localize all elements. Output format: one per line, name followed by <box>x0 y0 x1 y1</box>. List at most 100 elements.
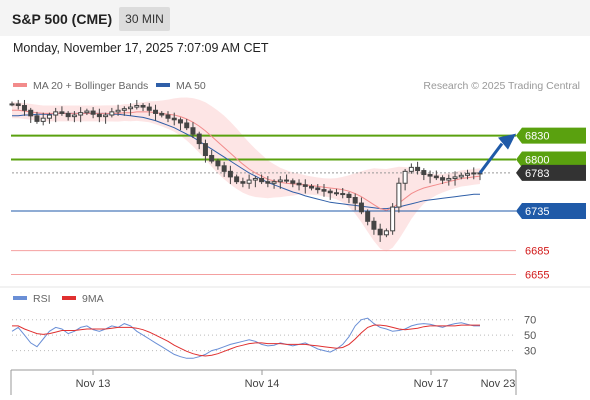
candle <box>227 165 233 185</box>
x-tick-label: Nov 14 <box>245 378 280 390</box>
level-tag-6735 <box>516 203 586 219</box>
candle-body <box>377 228 383 236</box>
candle-body <box>96 113 102 118</box>
candle <box>28 107 34 123</box>
candle <box>427 170 433 184</box>
candle-body <box>240 181 246 184</box>
candle-body <box>109 111 115 116</box>
x-tick-label: Nov 23 <box>481 378 516 390</box>
candle <box>184 119 190 131</box>
candle-body <box>452 176 458 179</box>
candle-body <box>446 177 452 181</box>
candle <box>40 112 46 126</box>
candle-body <box>196 133 202 145</box>
candle-body <box>284 179 290 182</box>
candle-body <box>277 179 283 183</box>
candle-body <box>458 174 464 178</box>
rsi-series-main <box>11 317 480 359</box>
candle-body <box>184 122 190 129</box>
ma20-label: MA 20 + Bollinger Bands <box>33 80 149 92</box>
candle-body <box>252 177 258 181</box>
candle-body <box>365 211 371 222</box>
candle <box>408 163 414 174</box>
candle-body <box>371 220 377 230</box>
candle-body <box>84 110 90 114</box>
candle <box>421 168 427 181</box>
candle-body <box>128 106 134 110</box>
candle <box>9 101 15 107</box>
candle <box>377 223 383 242</box>
candle <box>465 169 471 180</box>
legend-ma20: MA 20 + Bollinger Bands <box>13 80 148 92</box>
candle-body <box>103 114 109 118</box>
candle <box>252 176 258 188</box>
candle <box>46 112 52 124</box>
rsi-label: RSI <box>33 293 51 305</box>
candle <box>215 158 221 170</box>
candle <box>234 174 240 185</box>
candle <box>209 149 215 164</box>
rsi-tick-50: 50 <box>524 330 536 342</box>
candle-body <box>433 175 439 179</box>
candle <box>265 176 271 188</box>
candle-body <box>21 105 27 111</box>
candle <box>140 103 146 112</box>
candle <box>177 117 183 131</box>
candle-body <box>190 127 196 135</box>
candles <box>9 99 483 242</box>
candle-body <box>408 166 414 172</box>
candle <box>84 108 90 116</box>
ma20-swatch <box>13 83 27 88</box>
candle-body <box>9 103 15 106</box>
candle-body <box>396 182 402 208</box>
candle-body <box>321 189 327 192</box>
candle <box>440 175 446 185</box>
level-label-6655: 6655 <box>525 269 549 281</box>
candle <box>452 171 458 186</box>
timeframe-badge[interactable]: 30 MIN <box>119 7 170 31</box>
candle-body <box>465 173 471 176</box>
header-bar: S&P 500 (CME) 30 MIN <box>0 0 590 36</box>
candle-body <box>59 111 65 114</box>
candle-body <box>177 119 183 124</box>
candle-body <box>134 105 140 108</box>
candle-body <box>296 182 302 186</box>
level-label-6783: 6783 <box>516 164 586 181</box>
level-tag-6783 <box>516 164 586 181</box>
candle <box>53 107 59 123</box>
candle-body <box>215 160 221 167</box>
candle-body <box>346 193 352 199</box>
rsi-ma-label: 9MA <box>82 293 104 305</box>
level-label-6735: 6735 <box>516 203 586 219</box>
candle-body <box>327 190 333 194</box>
candle <box>103 112 109 124</box>
candle-body <box>34 115 40 122</box>
candle <box>96 108 102 123</box>
candle-body <box>140 105 146 108</box>
candle <box>333 188 339 196</box>
candle-body <box>28 109 34 117</box>
candle-body <box>153 109 159 114</box>
candle <box>221 161 227 177</box>
candle <box>202 139 208 163</box>
candle <box>365 209 371 226</box>
candle-body <box>290 180 296 184</box>
candle-body <box>46 114 52 119</box>
candle <box>128 103 134 116</box>
candle <box>471 167 477 180</box>
candle-body <box>471 172 477 175</box>
candle-body <box>121 108 127 111</box>
candle <box>165 111 171 123</box>
rsi-series-ma <box>12 324 480 357</box>
ma20-line <box>12 109 481 211</box>
level-text-6685: 6685 <box>525 246 549 258</box>
candle <box>415 161 421 175</box>
candle <box>65 111 71 121</box>
level-text-6830: 6830 <box>525 131 549 143</box>
candle-body <box>234 176 240 183</box>
candle <box>121 106 127 116</box>
candle-body <box>352 197 358 204</box>
candle-body <box>340 193 346 196</box>
candle <box>358 197 364 215</box>
